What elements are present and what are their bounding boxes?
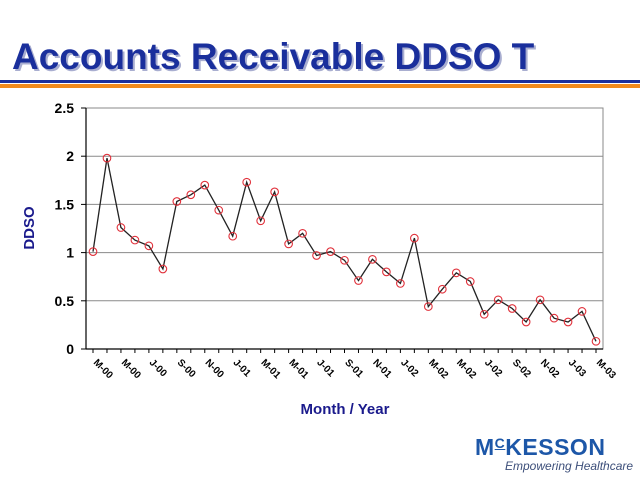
title-rule-orange <box>0 84 640 88</box>
data-point <box>396 279 405 288</box>
x-tick-label: J-02 <box>482 357 504 379</box>
y-tick-label: 0.5 <box>55 293 75 309</box>
x-axis-title: Month / Year <box>301 401 390 418</box>
data-point <box>577 307 587 316</box>
ddso-markers <box>88 153 601 346</box>
data-point <box>437 284 447 294</box>
data-point <box>88 247 98 256</box>
data-point <box>312 251 321 260</box>
data-point <box>368 254 377 264</box>
data-point <box>186 190 196 200</box>
y-tick-label: 1 <box>66 245 74 261</box>
data-point <box>158 264 168 274</box>
x-tick-label: M-03 <box>594 357 618 381</box>
data-point <box>535 295 545 305</box>
data-point <box>172 197 182 206</box>
data-point <box>298 228 307 238</box>
data-point <box>521 317 531 327</box>
data-point <box>102 153 112 163</box>
x-tick-label: J-02 <box>398 357 420 379</box>
x-tick-label: S-02 <box>510 357 533 380</box>
data-point <box>410 233 419 243</box>
plot-frame <box>85 107 604 350</box>
x-tick-label: N-00 <box>203 357 226 380</box>
data-point <box>116 223 126 232</box>
title-rule-blue <box>0 80 640 83</box>
x-tick-label: J-01 <box>231 357 253 379</box>
x-tick-label: M-01 <box>286 357 310 381</box>
x-tick-label: J-01 <box>314 357 336 379</box>
y-tick-labels: 0 0.5 1 1.5 2 2.5 <box>55 100 75 357</box>
y-axis-title: DDSO <box>21 206 38 250</box>
x-tick-labels: M-00 M-00 J-00 S-00 N-00 J-01 M-01 M-01 J-01 S-01… <box>91 357 618 381</box>
logo-tagline: Empowering Healthcare <box>505 459 634 473</box>
data-point <box>256 216 266 226</box>
x-tick-label: J-03 <box>566 357 588 379</box>
x-tick-label: M-02 <box>426 357 450 381</box>
ddso-series <box>92 157 597 342</box>
x-tick-label: J-00 <box>147 357 169 379</box>
x-tick-label: M-00 <box>119 357 143 381</box>
data-point <box>423 302 433 311</box>
x-tick-label: M-02 <box>454 357 478 381</box>
x-tick-label: S-00 <box>175 357 198 380</box>
x-tick-label: M-00 <box>91 357 115 381</box>
data-point <box>451 268 461 278</box>
data-point <box>493 295 503 305</box>
data-point <box>242 177 252 187</box>
data-point <box>144 241 154 251</box>
chart-gridlines <box>86 107 603 302</box>
data-point <box>382 267 391 277</box>
data-point <box>479 309 489 319</box>
y-tick-label: 1.5 <box>55 196 75 212</box>
y-tick-label: 2.5 <box>55 100 75 116</box>
mckesson-logo: MCKESSON <box>475 434 606 460</box>
data-point <box>214 205 224 215</box>
x-tick-label: S-01 <box>342 357 365 380</box>
y-tick-label: 0 <box>66 341 74 357</box>
x-tick-label: N-01 <box>370 357 393 380</box>
ddso-line <box>92 157 597 342</box>
data-point <box>465 277 475 286</box>
x-tick-label: N-02 <box>538 357 561 380</box>
data-point <box>340 255 349 265</box>
slide-title: Accounts Receivable DDSO T <box>12 36 535 77</box>
data-point <box>591 336 601 346</box>
data-point <box>549 313 559 323</box>
data-point <box>130 235 140 245</box>
data-point <box>228 231 238 241</box>
x-tick-label: M-01 <box>259 357 283 381</box>
y-tick-label: 2 <box>66 148 74 164</box>
data-point <box>354 276 363 285</box>
data-point <box>200 180 210 190</box>
data-point <box>270 187 279 197</box>
chart-axes <box>81 107 604 353</box>
data-point <box>507 304 517 313</box>
data-point <box>326 247 335 256</box>
data-point <box>284 239 293 249</box>
data-point <box>563 317 573 327</box>
